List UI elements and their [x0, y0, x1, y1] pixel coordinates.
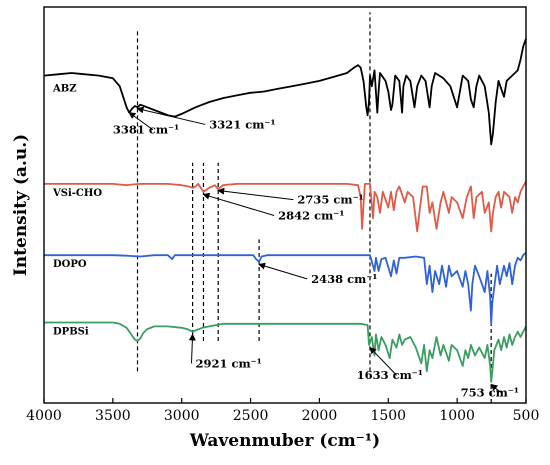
- series-label: DPBSi: [53, 326, 89, 337]
- plot-area: ABZ VSi-CHO DOPO DPBSi 3381 cm⁻¹ 3321 cm⁻¹ 273…: [43, 12, 527, 403]
- peak-annotation: 1633 cm⁻¹: [357, 368, 423, 382]
- series-line-dpbsi: [44, 321, 527, 383]
- annotation-arrow: [490, 383, 501, 393]
- series-line-dopo: [44, 251, 527, 325]
- annotation-arrow: [258, 262, 308, 280]
- peak-annotation: 753 cm⁻¹: [461, 385, 519, 399]
- x-tick-label: 1500: [370, 408, 406, 424]
- peak-annotation: 2438 cm⁻¹: [311, 272, 377, 286]
- x-tick-label: 2000: [302, 408, 338, 424]
- x-tick-label: 4000: [26, 408, 62, 424]
- peak-annotation: 3321 cm⁻¹: [209, 117, 275, 131]
- annotation-arrow: [202, 192, 275, 216]
- series-label: ABZ: [52, 84, 77, 95]
- x-tick-label: 1000: [439, 408, 475, 424]
- annotation-arrow: [188, 333, 196, 364]
- annotation-arrow: [128, 112, 154, 131]
- annotation-arrow: [217, 187, 294, 201]
- annotation-arrow: [136, 106, 206, 125]
- y-axis-title: Intensity (a.u.): [11, 134, 31, 276]
- x-tick-label: 3500: [95, 408, 131, 424]
- annotation-arrow: [369, 346, 397, 376]
- peak-annotation: 3381 cm⁻¹: [113, 123, 179, 137]
- x-tick-label: 500: [513, 408, 540, 424]
- plot-frame: [43, 6, 527, 404]
- peak-annotation: 2921 cm⁻¹: [195, 356, 261, 370]
- series-label: DOPO: [53, 259, 87, 270]
- x-axis: 4000 3500 3000 2500 2000 1500 1000 500: [26, 398, 539, 424]
- x-tick-label: 3000: [164, 408, 200, 424]
- peak-annotation: 2842 cm⁻¹: [278, 209, 344, 223]
- peak-annotation: 2735 cm⁻¹: [297, 193, 363, 207]
- x-tick-label: 2500: [233, 408, 269, 424]
- series-label: VSi-CHO: [52, 188, 102, 199]
- series-line-abz: [43, 38, 527, 146]
- series-line-vsi-cho: [44, 180, 527, 233]
- x-axis-title: Wavenmuber (cm⁻¹): [189, 431, 380, 451]
